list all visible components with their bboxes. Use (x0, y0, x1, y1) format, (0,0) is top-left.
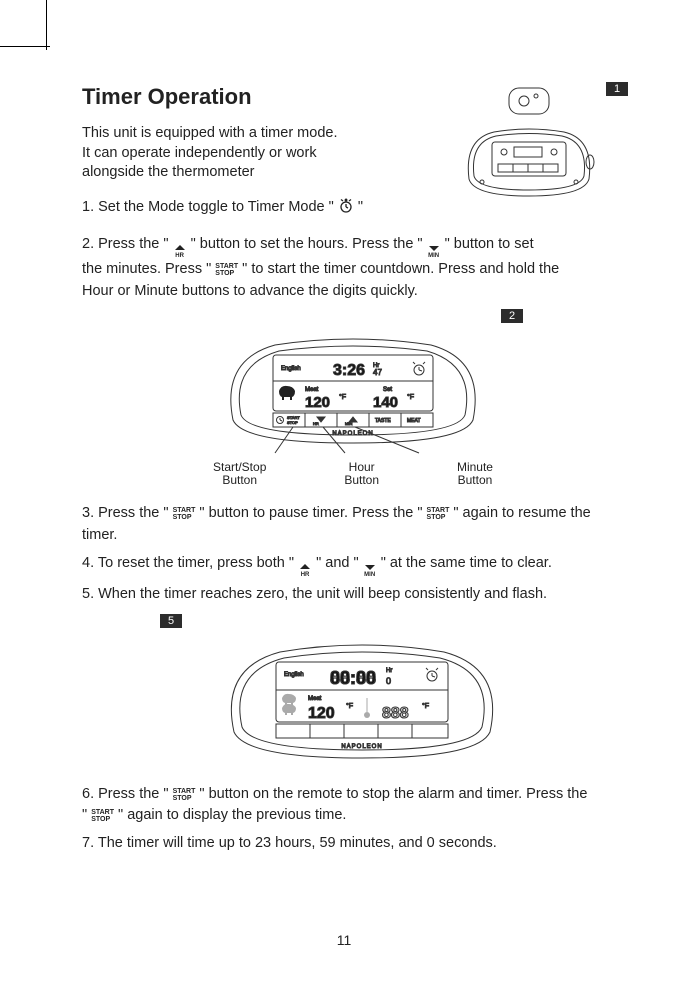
svg-text:°F: °F (346, 702, 353, 710)
svg-text:Hr: Hr (386, 668, 392, 674)
step-2: 2. Press the " HR " button to set the ho… (82, 234, 624, 303)
step4-b: " and " (316, 555, 363, 571)
step2-a: 2. Press the " (82, 236, 173, 252)
intro-line-1: This unit is equipped with a timer mode. (82, 125, 338, 141)
step6-b: " button on the remote to stop the alarm… (199, 786, 587, 802)
callout-start-stop: Start/Stop Button (213, 461, 266, 487)
step2-b: " button to set the hours. Press the " (191, 236, 427, 252)
svg-text:TASTE: TASTE (375, 418, 391, 424)
clock-icon (338, 198, 354, 214)
figure-5: 5 English 88:88 00:00 Hr 0 Meat (212, 620, 512, 770)
figure-2-badge: 2 (501, 309, 523, 323)
step1-pre: 1. Set the Mode toggle to Timer Mode " (82, 199, 338, 215)
page-container: Timer Operation This unit is equipped wi… (0, 0, 688, 988)
svg-text:°F: °F (339, 393, 346, 401)
svg-text:47: 47 (373, 368, 382, 377)
svg-text:Meat: Meat (308, 696, 322, 702)
svg-text:MIN: MIN (345, 421, 352, 426)
step3-c: " again to resume the (453, 505, 590, 521)
step2-d: the minutes. Press " (82, 261, 215, 277)
figure-2-callouts: Start/Stop Button Hour Button Minute But… (213, 461, 493, 487)
start-stop-icon: START STOP (215, 263, 238, 277)
step4-c: " at the same time to clear. (381, 555, 552, 571)
svg-text:00:00: 00:00 (330, 668, 376, 688)
svg-text:888: 888 (382, 705, 409, 722)
svg-text:NAPOLEON: NAPOLEON (341, 744, 382, 750)
svg-text:Set: Set (383, 387, 392, 393)
svg-text:English: English (284, 672, 304, 678)
page-number: 11 (0, 932, 688, 948)
min-label: MIN (428, 253, 439, 259)
svg-text:°F: °F (407, 393, 414, 401)
svg-text:MEAT: MEAT (407, 418, 421, 424)
svg-text:HR: HR (313, 421, 319, 426)
svg-text:140: 140 (373, 394, 398, 411)
figure-2-drawing: English 3:26 Hr 47 Meat Set 120 °F 140 °… (213, 315, 493, 455)
figure-1-badge: 1 (606, 82, 628, 96)
start-text: START (215, 263, 238, 270)
intro-line-3: alongside the thermometer (82, 164, 255, 180)
start-stop-icon-4: START STOP (173, 788, 196, 802)
callout-hr-2: Button (344, 473, 379, 487)
step-5: 5. When the timer reaches zero, the unit… (82, 584, 624, 606)
step6-d: " again to display the previous time. (118, 807, 346, 823)
svg-text:120: 120 (305, 394, 330, 411)
step2-f: Hour or Minute buttons to advance the di… (82, 283, 418, 299)
min-down-icon-2: MIN (363, 563, 377, 578)
callout-ss-2: Button (222, 473, 257, 487)
step-6: 6. Press the " START STOP " button on th… (82, 784, 624, 828)
step-7: 7. The timer will time up to 23 hours, 5… (82, 833, 624, 855)
step-3: 3. Press the " START STOP " button to pa… (82, 503, 624, 547)
step-4: 4. To reset the timer, press both " HR "… (82, 553, 624, 578)
start-stop-icon-5: START STOP (91, 809, 114, 823)
intro-line-2: It can operate independently or work (82, 145, 317, 161)
step3-a: 3. Press the " (82, 505, 173, 521)
callout-hr-1: Hour (349, 460, 375, 474)
step2-c: " button to set (445, 236, 534, 252)
svg-text:English: English (281, 366, 301, 372)
step2-e: " to start the timer countdown. Press an… (242, 261, 559, 277)
figure-5-badge: 5 (160, 614, 182, 628)
start-stop-icon-3: START STOP (427, 507, 450, 521)
figure-2: 2 English 3:26 Hr 47 Meat Set 120 (213, 315, 493, 455)
callout-mn-2: Button (458, 473, 493, 487)
svg-text:Meat: Meat (305, 387, 319, 393)
callout-ss-1: Start/Stop (213, 460, 266, 474)
step1-post: " (358, 199, 363, 215)
stop-text: STOP (215, 270, 238, 277)
step6-a: 6. Press the " (82, 786, 173, 802)
step3-b: " button to pause timer. Press the " (199, 505, 426, 521)
figure-1-drawing (454, 84, 604, 204)
hr-label: HR (175, 253, 184, 259)
figure-1: 1 (454, 84, 624, 204)
hr-up-icon-2: HR (298, 563, 312, 578)
step6-c: " (82, 807, 91, 823)
svg-text:120: 120 (308, 705, 335, 722)
svg-text:STOP: STOP (287, 420, 298, 425)
svg-text:°F: °F (422, 702, 429, 710)
step4-a: 4. To reset the timer, press both " (82, 555, 298, 571)
step3-d: timer. (82, 527, 117, 543)
start-stop-icon-2: START STOP (173, 507, 196, 521)
svg-text:0: 0 (386, 676, 391, 686)
callout-mn-1: Minute (457, 460, 493, 474)
intro-paragraph: This unit is equipped with a timer mode.… (82, 124, 422, 183)
figure-5-drawing: English 88:88 00:00 Hr 0 Meat 120 °F 888… (212, 620, 512, 770)
hr-up-icon: HR (173, 244, 187, 259)
svg-text:3:26: 3:26 (333, 362, 365, 379)
min-down-icon: MIN (427, 244, 441, 259)
callout-hour: Hour Button (344, 461, 379, 487)
callout-minute: Minute Button (457, 461, 493, 487)
